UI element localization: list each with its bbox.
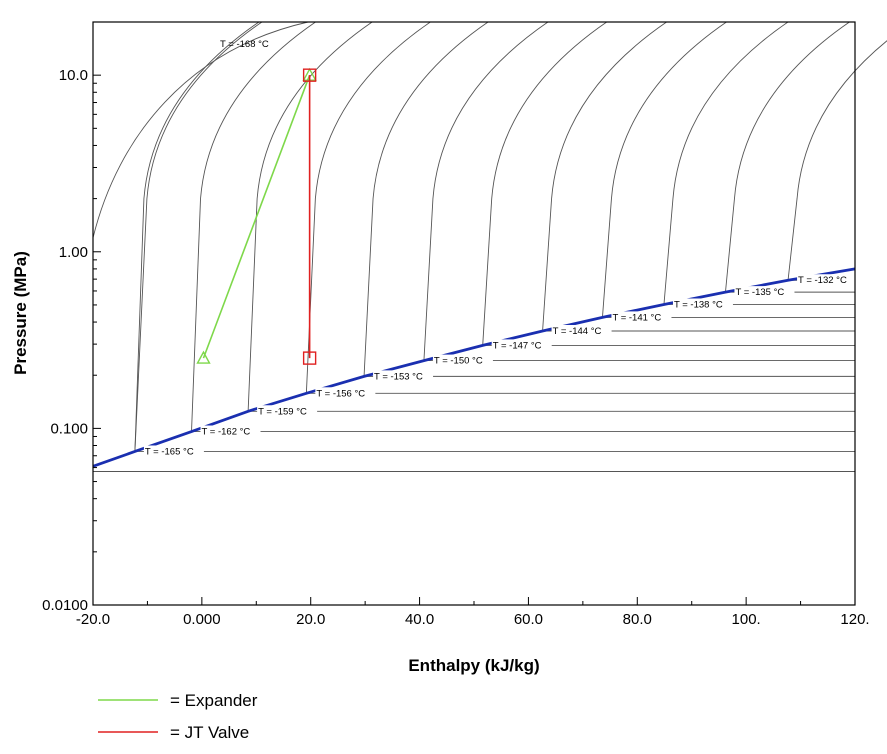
series-point [196, 350, 211, 364]
y-tick-label: 0.0100 [42, 597, 88, 614]
isotherm-label-bg [315, 387, 376, 399]
isotherm-label: T = -159 °C [258, 406, 307, 417]
isotherm-lines [92, 21, 887, 472]
isotherm-label: T = -147 °C [493, 340, 542, 351]
isotherm-line-liquid [725, 21, 850, 293]
process-series [196, 67, 317, 365]
x-tick-label: 60.0 [514, 611, 543, 628]
isotherm-label-bg [797, 274, 858, 286]
x-axis: -20.0 0.000 20.0 40.0 60.0 80.0 100. 120. [76, 597, 870, 628]
series-point [302, 351, 317, 365]
isotherm-label-bg [672, 298, 733, 310]
y-axis-title: Pressure (MPa) [11, 251, 30, 375]
isotherm-line-liquid [134, 21, 260, 452]
x-tick-label: 80.0 [623, 611, 652, 628]
legend-label: = Expander [170, 691, 258, 710]
x-axis-title: Enthalpy (kJ/kg) [408, 656, 539, 675]
isotherm-line-liquid [305, 21, 431, 394]
isotherm-line-liquid [423, 21, 549, 361]
isotherm-label-bg [551, 324, 612, 336]
x-tick-label: 100. [732, 611, 761, 628]
isotherm-label-bg [143, 445, 204, 457]
isotherm-label-bg [257, 405, 318, 417]
x-tick-label: -20.0 [76, 611, 110, 628]
isotherm-label-bg [373, 370, 434, 382]
isotherm-top-label: T = -168 °C [220, 39, 269, 50]
isotherm-line-liquid [787, 40, 887, 281]
isotherm-labels: T = -165 °C T = -162 °C T = -159 °C T = -15… [143, 39, 858, 457]
y-tick-label: 0.100 [50, 420, 88, 437]
isotherm-line-liquid [482, 21, 607, 346]
isotherm-label-bg [200, 425, 261, 437]
isotherm-line-liquid [247, 21, 373, 412]
x-tick-label: 40.0 [405, 611, 434, 628]
isotherm-line-top [92, 21, 309, 238]
isotherm-line-liquid [363, 21, 489, 377]
isotherm-label: T = -144 °C [553, 326, 602, 337]
x-tick-label: 120. [840, 611, 869, 628]
legend: = Expander = JT Valve [98, 691, 258, 742]
isotherm-label: T = -156 °C [316, 388, 365, 399]
isotherm-label-bg [611, 311, 672, 323]
isotherm-label: T = -150 °C [434, 356, 483, 367]
y-tick-label: 1.00 [59, 244, 88, 261]
isotherm-label-bg [432, 354, 493, 366]
isotherm-line-liquid [602, 21, 727, 318]
isotherm-line-liquid [663, 21, 789, 305]
isotherm-label: T = -132 °C [798, 275, 847, 286]
isotherm-label-bg [734, 286, 795, 298]
series-line-expander [202, 74, 311, 359]
isotherm-line-liquid [542, 21, 667, 332]
isotherm-label: T = -162 °C [202, 427, 251, 438]
isotherm-label: T = -138 °C [674, 299, 723, 310]
y-axis: 0.0100 0.100 1.00 10.0 [42, 21, 101, 614]
series-point [302, 68, 317, 82]
legend-label: = JT Valve [170, 723, 249, 742]
isotherm-line-liquid [134, 21, 263, 452]
isotherm-line-liquid [191, 21, 316, 432]
isotherm-label: T = -135 °C [735, 287, 784, 298]
isotherm-label: T = -141 °C [612, 312, 661, 323]
y-tick-label: 10.0 [59, 67, 88, 84]
x-tick-label: 0.000 [183, 611, 221, 628]
isotherm-label: T = -165 °C [145, 446, 194, 457]
plot-background [93, 22, 855, 605]
x-tick-label: 20.0 [296, 611, 325, 628]
isotherm-label: T = -153 °C [374, 371, 423, 382]
isotherm-label-bg [491, 339, 552, 351]
